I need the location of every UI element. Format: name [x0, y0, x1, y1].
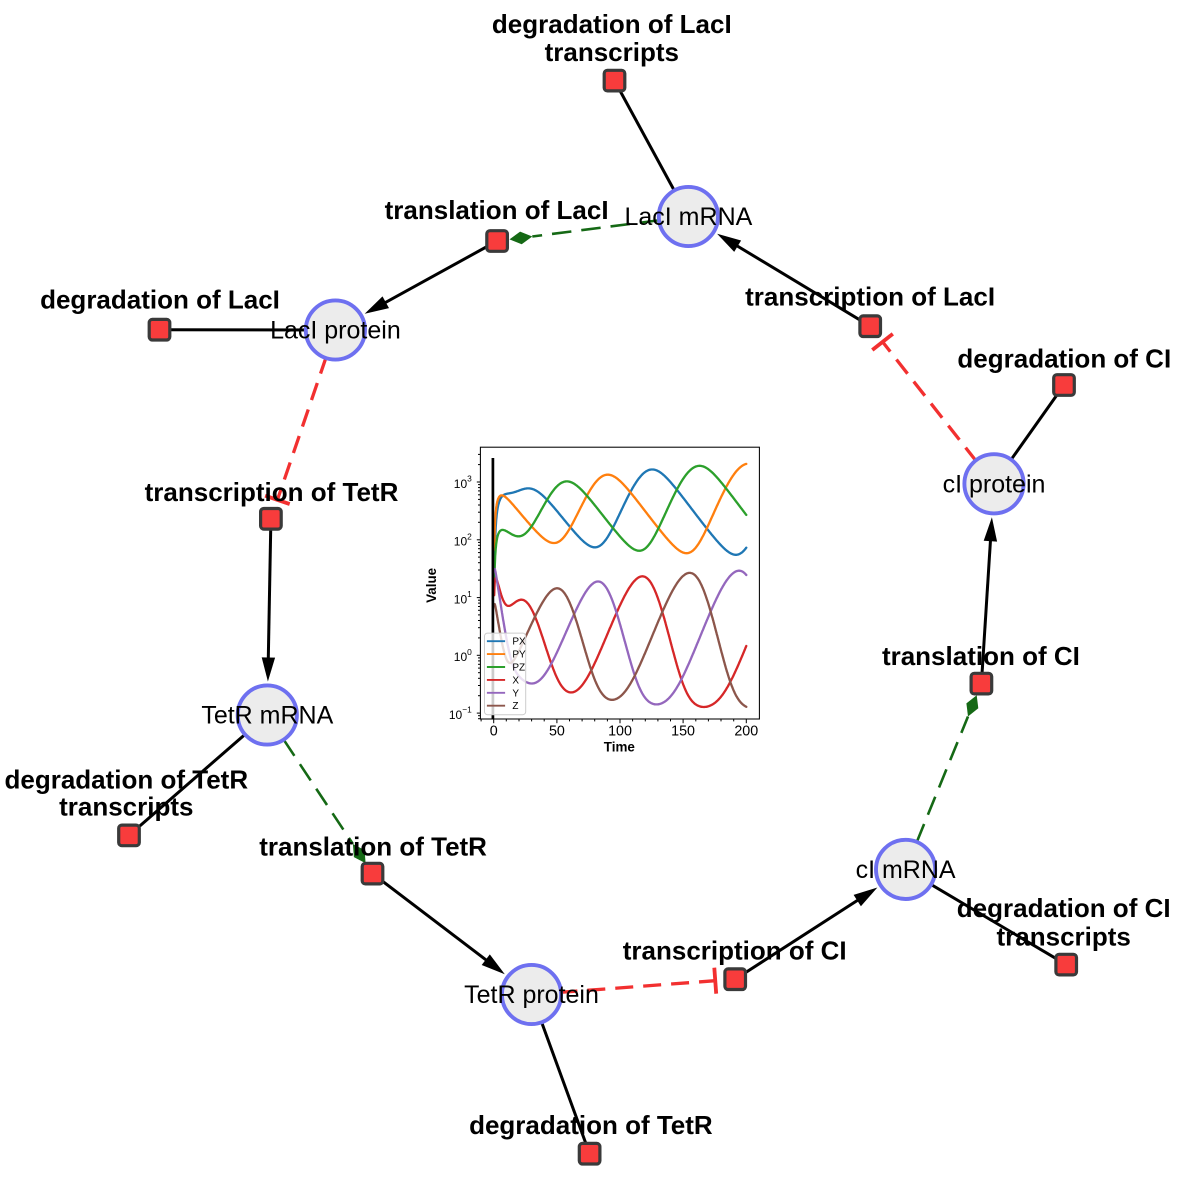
svg-text:TetR mRNA: TetR mRNA [201, 702, 333, 730]
svg-text:translation of CI: translation of CI [882, 641, 1080, 671]
svg-text:translation of TetR: translation of TetR [259, 831, 487, 861]
svg-text:Value: Value [424, 568, 439, 603]
svg-text:degradation of CI: degradation of CI [957, 893, 1171, 923]
svg-text:50: 50 [549, 724, 565, 740]
svg-text:transcription of TetR: transcription of TetR [145, 477, 399, 507]
svg-text:LacI protein: LacI protein [270, 317, 401, 345]
svg-text:transcription of CI: transcription of CI [623, 936, 847, 966]
svg-text:transcripts: transcripts [997, 922, 1131, 952]
svg-text:Time: Time [604, 740, 635, 755]
svg-text:degradation of CI: degradation of CI [957, 344, 1171, 374]
svg-text:degradation of LacI: degradation of LacI [40, 285, 280, 315]
svg-text:degradation of TetR: degradation of TetR [4, 764, 248, 794]
svg-text:degradation of LacI: degradation of LacI [492, 9, 732, 39]
svg-text:translation of LacI: translation of LacI [385, 195, 609, 225]
svg-text:cI mRNA: cI mRNA [856, 856, 956, 884]
svg-text:200: 200 [734, 724, 758, 740]
svg-text:PY: PY [512, 650, 526, 661]
svg-text:PZ: PZ [512, 663, 525, 674]
svg-text:Y: Y [512, 688, 519, 699]
svg-text:cI protein: cI protein [943, 471, 1046, 499]
svg-text:transcripts: transcripts [59, 791, 193, 821]
svg-text:TetR protein: TetR protein [464, 981, 599, 1009]
svg-text:LacI mRNA: LacI mRNA [624, 203, 752, 231]
svg-text:degradation of TetR: degradation of TetR [469, 1110, 713, 1140]
svg-text:transcripts: transcripts [545, 37, 679, 67]
svg-text:0: 0 [490, 724, 498, 740]
svg-text:transcription of LacI: transcription of LacI [745, 282, 995, 312]
svg-text:Z: Z [512, 701, 518, 712]
svg-text:PX: PX [512, 637, 526, 648]
svg-text:X: X [512, 675, 519, 686]
svg-text:100: 100 [608, 724, 632, 740]
svg-text:150: 150 [671, 724, 695, 740]
